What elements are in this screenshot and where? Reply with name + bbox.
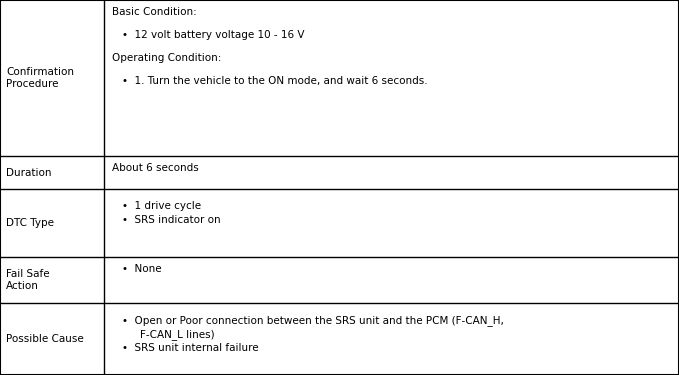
Text: Operating Condition:: Operating Condition:	[112, 53, 221, 63]
Text: Duration: Duration	[6, 168, 52, 177]
Text: About 6 seconds: About 6 seconds	[112, 163, 199, 173]
Text: •  SRS indicator on: • SRS indicator on	[122, 215, 221, 225]
Text: Confirmation
Procedure: Confirmation Procedure	[6, 67, 74, 89]
Text: F-CAN_L lines): F-CAN_L lines)	[140, 329, 215, 340]
Text: •  1 drive cycle: • 1 drive cycle	[122, 201, 201, 211]
Text: •  Open or Poor connection between the SRS unit and the PCM (F-CAN_H,: • Open or Poor connection between the SR…	[122, 315, 504, 326]
Text: •  12 volt battery voltage 10 - 16 V: • 12 volt battery voltage 10 - 16 V	[122, 30, 304, 40]
Text: Fail Safe
Action: Fail Safe Action	[6, 269, 50, 291]
Text: •  1. Turn the vehicle to the ON mode, and wait 6 seconds.: • 1. Turn the vehicle to the ON mode, an…	[122, 76, 428, 86]
Text: •  None: • None	[122, 264, 162, 274]
Text: Possible Cause: Possible Cause	[6, 334, 84, 344]
Text: DTC Type: DTC Type	[6, 218, 54, 228]
Text: Basic Condition:: Basic Condition:	[112, 7, 197, 17]
Text: •  SRS unit internal failure: • SRS unit internal failure	[122, 343, 259, 353]
